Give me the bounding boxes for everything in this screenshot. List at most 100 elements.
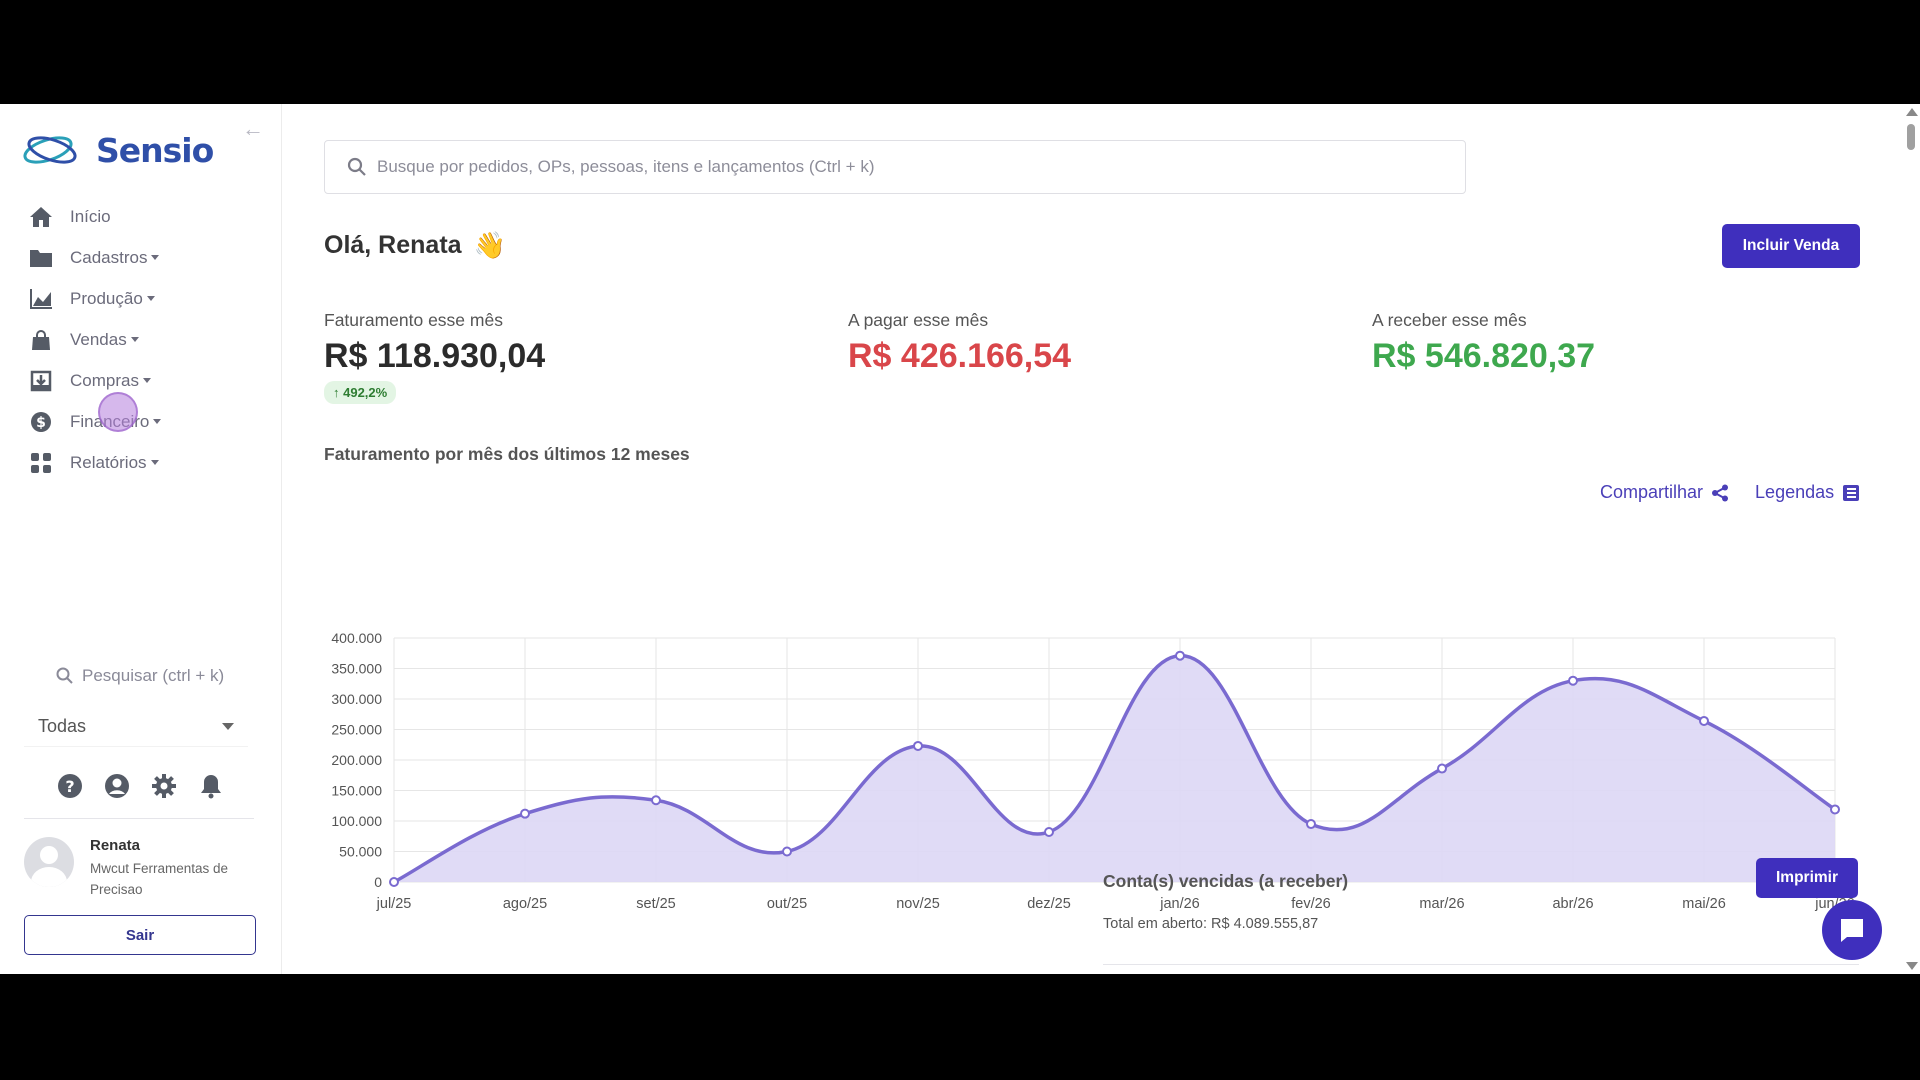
stat-revenue-label: Faturamento esse mês [324,310,503,330]
sidebar-nav: Início Cadastros Produção Vendas [28,196,162,483]
x-tick-label: jul/25 [376,896,412,912]
sidebar-item-label: Compras [70,370,139,390]
sidebar: Sensio ← Início Cadastros Produção [0,104,282,974]
brand-name: Sensio [96,130,214,170]
user-name: Renata [90,837,141,854]
y-tick-label: 300.000 [331,691,382,707]
data-point [1830,804,1840,815]
y-tick-label: 250.000 [331,722,382,738]
x-tick-label: nov/25 [896,896,940,912]
user-profile-icon[interactable] [103,772,130,799]
shopping-bag-icon [28,327,54,353]
sidebar-item-producao[interactable]: Produção [28,278,161,319]
sidebar-item-compras[interactable]: Compras [28,360,161,401]
sidebar-item-relatorios[interactable]: Relatórios [28,442,161,483]
company-select[interactable]: Todas [24,707,248,747]
y-tick-label: 350.000 [331,661,382,677]
x-tick-label: fev/26 [1291,896,1331,912]
bell-icon[interactable] [197,772,224,799]
chevron-down-icon [146,296,155,301]
sidebar-item-label: Relatórios [70,452,147,472]
share-icon [1712,484,1729,501]
sensio-logo-icon [23,136,77,164]
global-search[interactable] [324,140,1466,194]
stat-receivable: A receber esse mês R$ 546.820,37 [1372,310,1595,376]
chart-area-icon [28,286,54,312]
data-point [1044,826,1054,837]
sidebar-item-inicio[interactable]: Início [28,196,161,237]
chevron-down-icon [151,255,160,260]
legend-link[interactable]: Legendas [1755,482,1860,503]
sidebar-item-label: Produção [70,288,143,308]
gear-icon[interactable] [150,772,177,799]
vertical-scrollbar[interactable] [1902,104,1920,974]
stat-payable-label: A pagar esse mês [848,310,989,330]
sidebar-item-label: Início [70,206,111,226]
x-tick-label: dez/25 [1027,896,1071,912]
chevron-down-icon [130,337,139,342]
svg-text:?: ? [65,777,74,796]
stat-revenue-value: R$ 118.930,04 [324,337,546,375]
scroll-down-arrow[interactable] [1906,962,1918,970]
y-tick-label: 150.000 [331,783,382,799]
data-point [1175,650,1185,661]
overdue-divider [1103,964,1859,965]
scroll-thumb[interactable] [1907,124,1915,150]
x-tick-label: set/25 [636,896,676,912]
x-tick-label: ago/25 [503,896,547,912]
series-area-fill [394,655,1835,882]
x-tick-label: jan/26 [1159,896,1200,912]
sidebar-item-financeiro[interactable]: $ Financeiro [28,401,162,442]
waving-hand-icon: 👋 [473,230,506,260]
scroll-up-arrow[interactable] [1906,108,1918,116]
y-tick-label: 200.000 [331,752,382,768]
overdue-title: Conta(s) vencidas (a receber) [1103,871,1349,891]
chart-title: Faturamento por mês dos últimos 12 meses [324,444,690,464]
logout-button[interactable]: Sair [24,915,256,955]
share-label: Compartilhar [1600,482,1704,502]
sidebar-utility-icons: ? [56,772,224,799]
global-search-input[interactable] [377,157,1443,177]
revenue-chart: 0 50.000 100.000 150.000 200.000 250.000 300.0… [331,630,1854,912]
legend-label: Legendas [1755,482,1835,502]
help-icon[interactable]: ? [56,772,83,799]
mouse-cursor-indicator [98,392,138,432]
x-tick-label: mai/26 [1682,896,1726,912]
brand-logo[interactable]: Sensio [22,128,214,172]
growth-badge: ↑ 492,2% [324,381,397,404]
legend-book-icon [1843,484,1860,501]
greeting-text: Olá, Renata [324,231,462,259]
main-content: Olá, Renata 👋 Incluir Venda Faturamento … [282,104,1902,974]
y-tick-label: 100.000 [331,813,382,829]
greeting: Olá, Renata 👋 [324,230,506,261]
sidebar-search[interactable]: Pesquisar (ctrl + k) [56,666,224,686]
user-card: Renata Mwcut Ferramentas de Precisao [24,837,240,900]
company-select-value: Todas [38,716,87,736]
chat-icon [1841,919,1863,942]
new-sale-button[interactable]: Incluir Venda [1722,224,1860,268]
chart-actions: Compartilhar Legendas [1600,482,1860,503]
home-icon [28,204,54,230]
chevron-down-icon [142,378,151,383]
sidebar-item-label: Cadastros [70,247,148,267]
sidebar-item-vendas[interactable]: Vendas [28,319,161,360]
data-point [389,877,399,887]
sidebar-divider [24,818,254,819]
share-link[interactable]: Compartilhar [1600,482,1729,503]
print-button[interactable]: Imprimir [1756,858,1858,898]
chevron-down-icon [222,723,234,730]
chat-button[interactable] [1822,900,1882,960]
data-point [782,846,792,857]
search-icon [347,157,366,176]
sidebar-item-cadastros[interactable]: Cadastros [28,237,161,278]
user-company: Mwcut Ferramentas de Precisao [90,861,229,897]
collapse-sidebar-icon[interactable]: ← [242,116,264,141]
sidebar-search-placeholder: Pesquisar (ctrl + k) [82,666,225,685]
y-tick-label: 400.000 [331,630,382,646]
dollar-circle-icon: $ [28,409,54,435]
x-tick-label: out/25 [767,896,807,912]
y-tick-label: 50.000 [339,844,382,860]
chevron-down-icon [153,419,162,424]
grid-icon [28,450,54,476]
stat-payable-value: R$ 426.166,54 [848,337,1072,375]
